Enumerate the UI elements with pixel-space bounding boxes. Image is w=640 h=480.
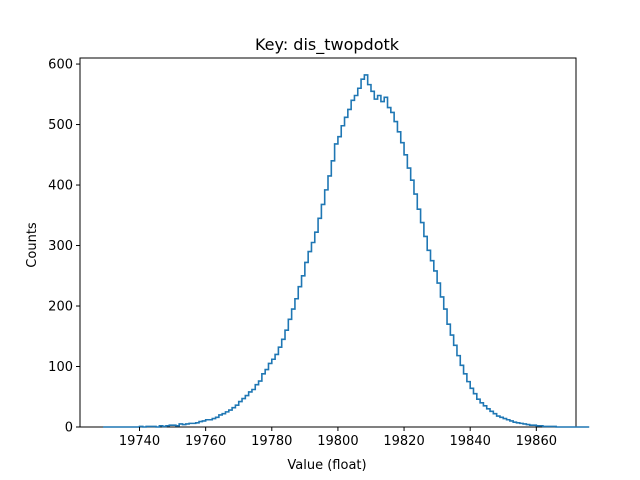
x-tick-label: 19860 (516, 434, 557, 449)
histogram-step-line (103, 74, 590, 428)
x-tick-label: 19740 (119, 434, 160, 449)
y-tick-label: 100 (48, 360, 73, 375)
x-tick-label: 19780 (251, 434, 292, 449)
x-tick-label: 19760 (185, 434, 226, 449)
plot-area (79, 57, 590, 428)
x-tick-label: 19800 (317, 434, 358, 449)
y-tick-label: 500 (48, 118, 73, 133)
x-tick-label: 19840 (450, 434, 491, 449)
x-axis-label: Value (float) (287, 458, 366, 473)
y-axis-label: Counts (25, 222, 40, 268)
y-tick-label: 0 (65, 421, 73, 436)
x-tick-label: 19820 (383, 434, 424, 449)
y-tick-label: 200 (48, 300, 73, 315)
x-axis: 19740 19760 19780 19800 19820 19840 19860 (119, 427, 557, 449)
chart-title: Key: dis_twopdotk (255, 35, 400, 55)
y-tick-label: 300 (48, 239, 73, 254)
y-axis: 0 100 200 300 400 500 600 (48, 58, 80, 436)
y-tick-label: 600 (48, 58, 73, 73)
y-tick-label: 400 (48, 179, 73, 194)
plot-frame (79, 57, 577, 428)
